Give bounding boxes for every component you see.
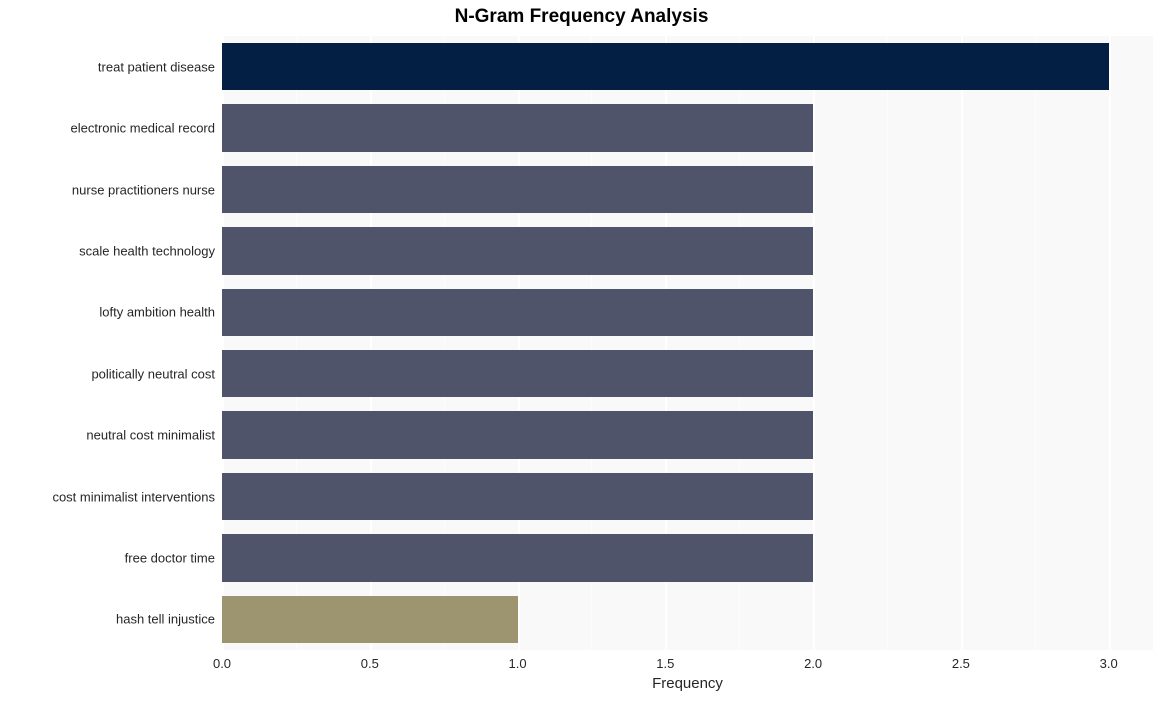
x-tick-label: 0.0 bbox=[213, 656, 231, 671]
chart-title: N-Gram Frequency Analysis bbox=[0, 6, 1163, 28]
minor-grid-line bbox=[1035, 36, 1036, 650]
bar-row bbox=[222, 411, 813, 458]
y-tick-label: lofty ambition health bbox=[0, 305, 215, 320]
bar-row bbox=[222, 227, 813, 274]
bar bbox=[222, 166, 813, 213]
x-tick-label: 1.5 bbox=[656, 656, 674, 671]
bar-row bbox=[222, 104, 813, 151]
y-tick-label: electronic medical record bbox=[0, 121, 215, 136]
bar-row bbox=[222, 43, 1109, 90]
x-tick-label: 1.0 bbox=[509, 656, 527, 671]
y-tick-label: nurse practitioners nurse bbox=[0, 182, 215, 197]
y-tick-label: neutral cost minimalist bbox=[0, 428, 215, 443]
grid-line bbox=[961, 36, 963, 650]
x-tick-label: 2.0 bbox=[804, 656, 822, 671]
y-tick-label: cost minimalist interventions bbox=[0, 489, 215, 504]
bar bbox=[222, 227, 813, 274]
y-tick-label: politically neutral cost bbox=[0, 366, 215, 381]
bar-row bbox=[222, 350, 813, 397]
bar-row bbox=[222, 534, 813, 581]
y-tick-label: treat patient disease bbox=[0, 59, 215, 74]
bar bbox=[222, 350, 813, 397]
bar bbox=[222, 43, 1109, 90]
grid-line bbox=[1109, 36, 1111, 650]
ngram-frequency-chart: N-Gram Frequency Analysis Frequency trea… bbox=[0, 0, 1163, 701]
bar-row bbox=[222, 289, 813, 336]
x-tick-label: 3.0 bbox=[1100, 656, 1118, 671]
bar bbox=[222, 289, 813, 336]
bar-row bbox=[222, 596, 518, 643]
bar bbox=[222, 596, 518, 643]
x-tick-label: 0.5 bbox=[361, 656, 379, 671]
bar bbox=[222, 104, 813, 151]
y-tick-label: free doctor time bbox=[0, 550, 215, 565]
minor-grid-line bbox=[887, 36, 888, 650]
bar bbox=[222, 534, 813, 581]
bar bbox=[222, 473, 813, 520]
y-tick-label: scale health technology bbox=[0, 243, 215, 258]
y-tick-label: hash tell injustice bbox=[0, 612, 215, 627]
bar-row bbox=[222, 166, 813, 213]
bar-row bbox=[222, 473, 813, 520]
bar bbox=[222, 411, 813, 458]
grid-line bbox=[813, 36, 815, 650]
plot-area bbox=[222, 36, 1153, 650]
x-tick-label: 2.5 bbox=[952, 656, 970, 671]
x-axis-label: Frequency bbox=[652, 675, 723, 692]
